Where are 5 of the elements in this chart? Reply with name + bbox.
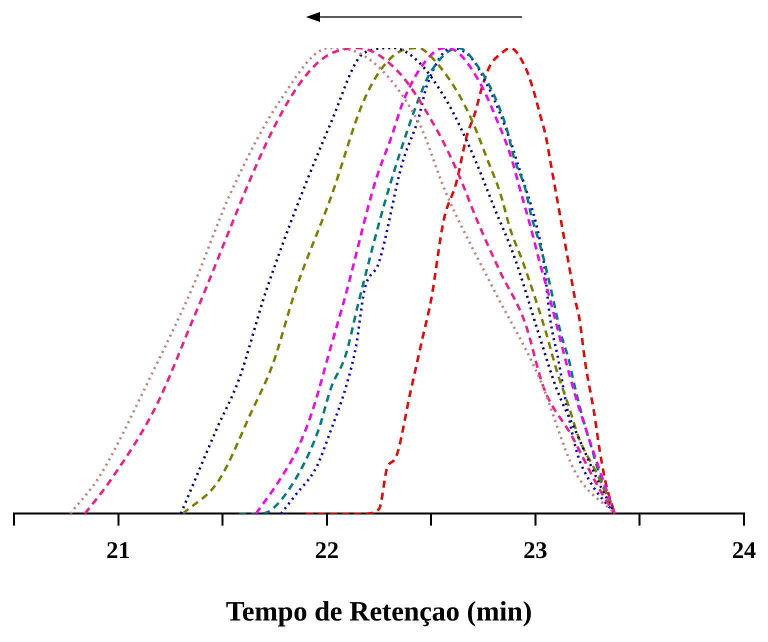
x-tick-label: 22	[314, 538, 339, 564]
x-axis-title: Tempo de Retençao (min)	[226, 596, 532, 628]
x-tick-label: 23	[523, 538, 548, 564]
x-tick-label: 21	[106, 538, 130, 564]
x-tick-label: 24	[732, 538, 756, 564]
